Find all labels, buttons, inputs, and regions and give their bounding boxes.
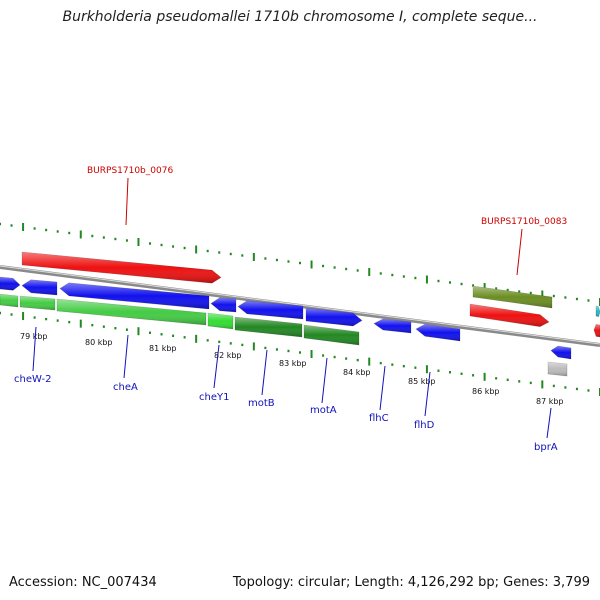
gene-arrow[interactable] xyxy=(237,300,304,320)
gene-label-motb[interactable]: motB xyxy=(248,398,275,409)
gene-bar[interactable] xyxy=(472,285,553,309)
kbp-label: 85 kbp xyxy=(408,377,436,386)
kbp-label: 84 kbp xyxy=(343,368,371,377)
reverse-strand-features xyxy=(0,276,600,377)
gene-arrow[interactable] xyxy=(593,324,600,338)
gene-labels: cheW-2 cheA cheY1 motB motA flhC flhD bp… xyxy=(14,326,558,453)
gene-arrow[interactable] xyxy=(373,318,412,334)
kbp-label: 79 kbp xyxy=(20,332,48,341)
kbp-label: 86 kbp xyxy=(472,387,500,396)
accession-text: Accession: NC_007434 xyxy=(9,575,157,590)
outer-tick-track xyxy=(0,222,600,306)
gene-bar[interactable] xyxy=(547,361,568,377)
gene-bar[interactable] xyxy=(0,293,19,308)
gene-arrow[interactable] xyxy=(0,276,21,291)
kbp-label: 81 kbp xyxy=(149,344,177,353)
gene-bar[interactable] xyxy=(56,298,207,326)
gene-label-mota[interactable]: motA xyxy=(310,405,337,416)
inner-tick-track xyxy=(0,311,600,396)
gene-label-chew-2[interactable]: cheW-2 xyxy=(14,374,51,385)
map-title: Burkholderia pseudomallei 1710b chromoso… xyxy=(62,9,538,25)
gene-arrow[interactable] xyxy=(210,297,237,313)
kbp-scale: 79 kbp 80 kbp 81 kbp 82 kbp 83 kbp 84 kb… xyxy=(20,332,564,406)
gene-arrow[interactable] xyxy=(59,282,210,310)
gene-arrow[interactable] xyxy=(415,323,461,342)
gene-bar[interactable] xyxy=(19,295,56,311)
kbp-label: 83 kbp xyxy=(279,359,307,368)
gene-label-chea[interactable]: cheA xyxy=(113,382,138,393)
locus-labels: BURPS1710b_0076 BURPS1710b_0083 xyxy=(87,166,567,276)
gene-label-bpra[interactable]: bprA xyxy=(534,442,558,453)
gene-arrow[interactable] xyxy=(469,303,550,327)
forward-strand-features xyxy=(21,251,600,327)
gene-label-flhc[interactable]: flhC xyxy=(369,413,389,424)
locus-label-0083[interactable]: BURPS1710b_0083 xyxy=(481,217,567,227)
kbp-label: 82 kbp xyxy=(214,351,242,360)
gene-arrow[interactable] xyxy=(595,305,600,318)
gene-bar[interactable] xyxy=(234,316,303,338)
gene-arrow[interactable] xyxy=(550,345,572,360)
locus-label-0076[interactable]: BURPS1710b_0076 xyxy=(87,166,173,176)
kbp-label: 80 kbp xyxy=(85,338,113,347)
gene-arrow[interactable] xyxy=(305,307,363,327)
gene-label-chey1[interactable]: cheY1 xyxy=(199,392,229,403)
gene-arrow[interactable] xyxy=(21,279,58,296)
topology-text: Topology: circular; Length: 4,126,292 bp… xyxy=(232,575,590,590)
gene-bar[interactable] xyxy=(303,324,360,346)
gene-arrow[interactable] xyxy=(21,251,222,284)
gene-bar[interactable] xyxy=(207,312,234,330)
gene-label-flhd[interactable]: flhD xyxy=(414,420,435,431)
kbp-label: 87 kbp xyxy=(536,397,564,406)
